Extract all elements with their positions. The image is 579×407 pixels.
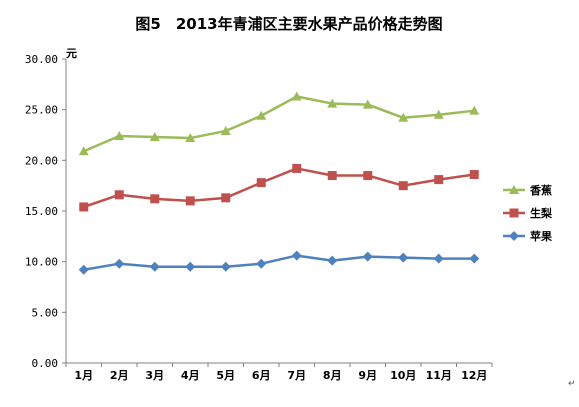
data-point — [362, 99, 373, 109]
data-point — [433, 253, 444, 264]
x-tick-label: 9月 — [358, 369, 377, 382]
legend-marker — [509, 208, 519, 218]
x-axis-ticks: 1月 2月 3月 4月 5月 6月 7月 8月 9月 10月 11月 12月 — [65, 363, 493, 382]
legend-item: 香蕉 — [503, 183, 552, 197]
data-point — [114, 131, 125, 141]
legend-label: 香蕉 — [529, 183, 552, 197]
axes — [65, 59, 492, 364]
data-point — [114, 258, 125, 269]
x-tick-label: 7月 — [287, 369, 306, 382]
x-tick-label: 12月 — [461, 369, 487, 382]
data-point — [363, 171, 373, 181]
data-point — [78, 264, 89, 275]
data-point — [185, 196, 195, 206]
y-tick-label: 25.00 — [25, 104, 58, 117]
legend-marker — [509, 185, 519, 194]
chart-title: 图5 2013年青浦区主要水果产品价格走势图 — [135, 15, 442, 33]
series-line — [83, 167, 475, 209]
series-line — [83, 254, 475, 272]
y-axis-ticks: 0.00 5.00 10.00 15.00 20.00 25.00 30.00 — [25, 53, 66, 370]
data-point — [291, 250, 302, 261]
data-point — [78, 146, 89, 156]
data-point — [220, 125, 231, 135]
data-point — [149, 132, 160, 142]
y-tick-label: 5.00 — [32, 306, 59, 319]
y-tick-label: 0.00 — [32, 357, 59, 370]
data-point — [185, 133, 196, 143]
data-point — [469, 170, 479, 180]
series-1 — [78, 91, 480, 156]
data-point — [149, 261, 160, 272]
data-point — [398, 181, 408, 191]
legend-marker — [509, 231, 519, 241]
x-tick-label: 11月 — [426, 369, 452, 382]
x-tick-label: 2月 — [110, 369, 129, 382]
data-point — [291, 91, 302, 101]
x-tick-label: 3月 — [145, 369, 164, 382]
data-point — [79, 202, 89, 212]
data-point — [433, 109, 444, 119]
data-point — [469, 253, 480, 264]
y-axis-unit-label: 元 — [66, 47, 77, 60]
paragraph-return-mark: ↵ — [568, 379, 576, 389]
x-tick-label: 5月 — [216, 369, 235, 382]
legend-label: 生梨 — [530, 206, 553, 220]
series-line — [83, 95, 475, 153]
data-point — [469, 105, 480, 115]
data-series — [78, 91, 480, 275]
data-point — [434, 175, 444, 185]
legend-item: 生梨 — [503, 206, 553, 220]
legend-label: 苹果 — [530, 229, 552, 243]
x-tick-label: 8月 — [323, 369, 342, 382]
data-point — [327, 171, 337, 181]
y-tick-label: 15.00 — [25, 205, 58, 218]
data-point — [327, 255, 338, 266]
y-tick-label: 20.00 — [25, 154, 58, 167]
series-2 — [79, 163, 479, 212]
x-tick-label: 6月 — [252, 369, 271, 382]
data-point — [327, 98, 338, 108]
data-point — [185, 261, 196, 272]
data-point — [398, 252, 409, 263]
data-point — [114, 190, 124, 200]
x-tick-label: 4月 — [181, 369, 200, 382]
data-point — [292, 163, 302, 173]
x-tick-label: 1月 — [74, 369, 93, 382]
data-point — [256, 110, 267, 120]
data-point — [362, 251, 373, 262]
data-point — [256, 258, 267, 269]
data-point — [398, 112, 409, 122]
y-tick-label: 10.00 — [25, 256, 58, 269]
data-point — [220, 261, 231, 272]
data-point — [150, 194, 160, 204]
data-point — [256, 178, 266, 188]
y-tick-label: 30.00 — [25, 53, 58, 66]
legend-item: 苹果 — [503, 229, 552, 243]
data-point — [221, 193, 231, 203]
series-3 — [78, 250, 480, 275]
x-tick-label: 10月 — [390, 369, 416, 382]
